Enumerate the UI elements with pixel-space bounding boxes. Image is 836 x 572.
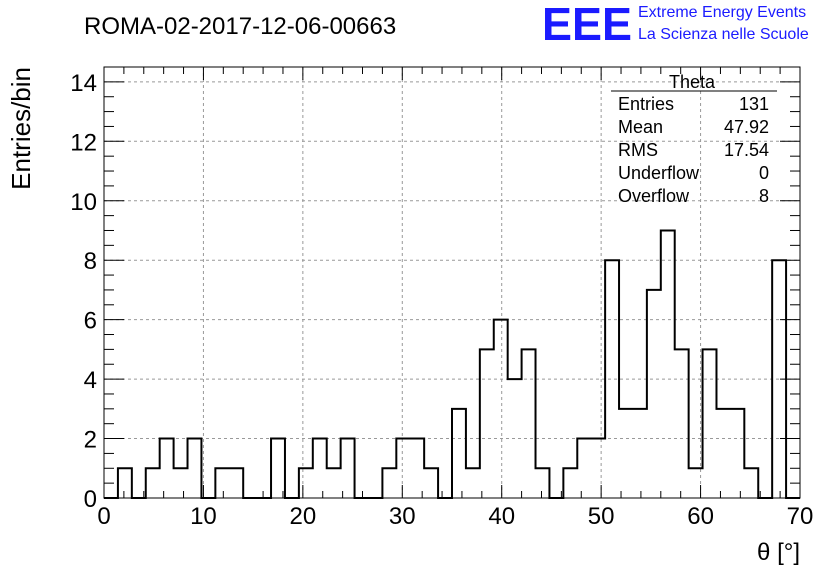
histogram-bin	[313, 439, 327, 498]
eee-logo-line1: Extreme Energy Events	[638, 4, 806, 21]
histogram-bin	[716, 409, 730, 498]
x-tick-labels: 0 10 20 30 40 50 60 70	[97, 503, 813, 530]
histogram-bin	[730, 409, 744, 498]
y-tick-labels: 0 2 4 6 8 10 12 14	[70, 70, 97, 513]
histogram-bin	[494, 320, 508, 498]
x-tick-label: 20	[290, 503, 317, 530]
histogram-bin	[160, 439, 174, 498]
histogram-bin	[118, 468, 132, 498]
axis-ticks	[103, 66, 801, 499]
histogram-bin	[271, 439, 285, 498]
x-tick-label: 70	[787, 503, 814, 530]
stats-label: Mean	[618, 117, 663, 137]
histogram-bin	[675, 349, 689, 498]
y-tick-label: 6	[84, 308, 97, 335]
histogram-bin	[522, 349, 536, 498]
histogram-bin	[536, 468, 550, 498]
stats-rows: Entries 131 Mean 47.92 RMS 17.54 Underflow 0 Ove…	[618, 94, 769, 206]
histogram-bin	[633, 409, 647, 498]
stats-title: Theta	[669, 72, 716, 92]
eee-logo: EEE Extreme Energy Events La Scienza nel…	[542, 0, 809, 50]
y-tick-label: 4	[84, 367, 97, 394]
eee-logo-line2: La Scienza nelle Scuole	[638, 26, 809, 43]
histogram-bin	[146, 468, 160, 498]
y-axis-label: Entries/bin	[6, 67, 36, 190]
y-tick-label: 2	[84, 427, 97, 454]
stats-value: 131	[739, 94, 769, 114]
stats-box: Theta Entries 131 Mean 47.92 RMS 17.54 Underfl…	[611, 72, 777, 206]
histogram-bin	[563, 468, 577, 498]
eee-logo-letters: EEE	[542, 0, 632, 50]
stats-label: Entries	[618, 94, 674, 114]
x-tick-label: 0	[97, 503, 110, 530]
histogram-bin	[619, 409, 633, 498]
stats-label: Overflow	[618, 186, 690, 206]
stats-label: RMS	[618, 140, 658, 160]
y-tick-label: 14	[70, 70, 97, 97]
histogram-bin	[396, 439, 410, 498]
x-axis-label: θ [°]	[757, 539, 800, 566]
histogram-bin	[215, 468, 229, 498]
x-tick-label: 40	[488, 503, 515, 530]
histogram-bin	[382, 468, 396, 498]
histogram-bin	[744, 468, 758, 498]
stats-label: Underflow	[618, 163, 700, 183]
grid-lines	[104, 67, 800, 498]
histogram-bin	[299, 468, 313, 498]
histogram-bin	[577, 439, 591, 498]
plot-frame	[103, 66, 801, 499]
histogram-bin	[188, 439, 202, 498]
y-tick-label: 8	[84, 248, 97, 275]
x-tick-label: 60	[687, 503, 714, 530]
histogram-bin	[480, 349, 494, 498]
x-tick-label: 50	[588, 503, 615, 530]
histogram-bin	[466, 468, 480, 498]
histogram-bin	[647, 290, 661, 498]
histogram-bin	[410, 439, 424, 498]
run-title: ROMA-02-2017-12-06-00663	[84, 13, 396, 40]
histogram-bin	[341, 439, 355, 498]
histogram-outline	[104, 229, 800, 499]
stats-value: 47.92	[724, 117, 769, 137]
histogram-bin	[174, 468, 188, 498]
histogram-bin	[661, 230, 675, 498]
histogram-bin	[591, 439, 605, 498]
y-tick-label: 10	[70, 189, 97, 216]
histogram-bin	[424, 468, 438, 498]
stats-value: 8	[759, 186, 769, 206]
x-tick-label: 30	[389, 503, 416, 530]
stats-value: 0	[759, 163, 769, 183]
y-tick-label: 0	[84, 486, 97, 513]
histogram-bin	[452, 409, 466, 498]
histogram-bin	[703, 349, 717, 498]
histogram-bars	[104, 229, 800, 499]
y-tick-label: 12	[70, 129, 97, 156]
stats-value: 17.54	[724, 140, 769, 160]
histogram-bin	[229, 468, 243, 498]
x-tick-label: 10	[190, 503, 217, 530]
histogram-bin	[327, 468, 341, 498]
